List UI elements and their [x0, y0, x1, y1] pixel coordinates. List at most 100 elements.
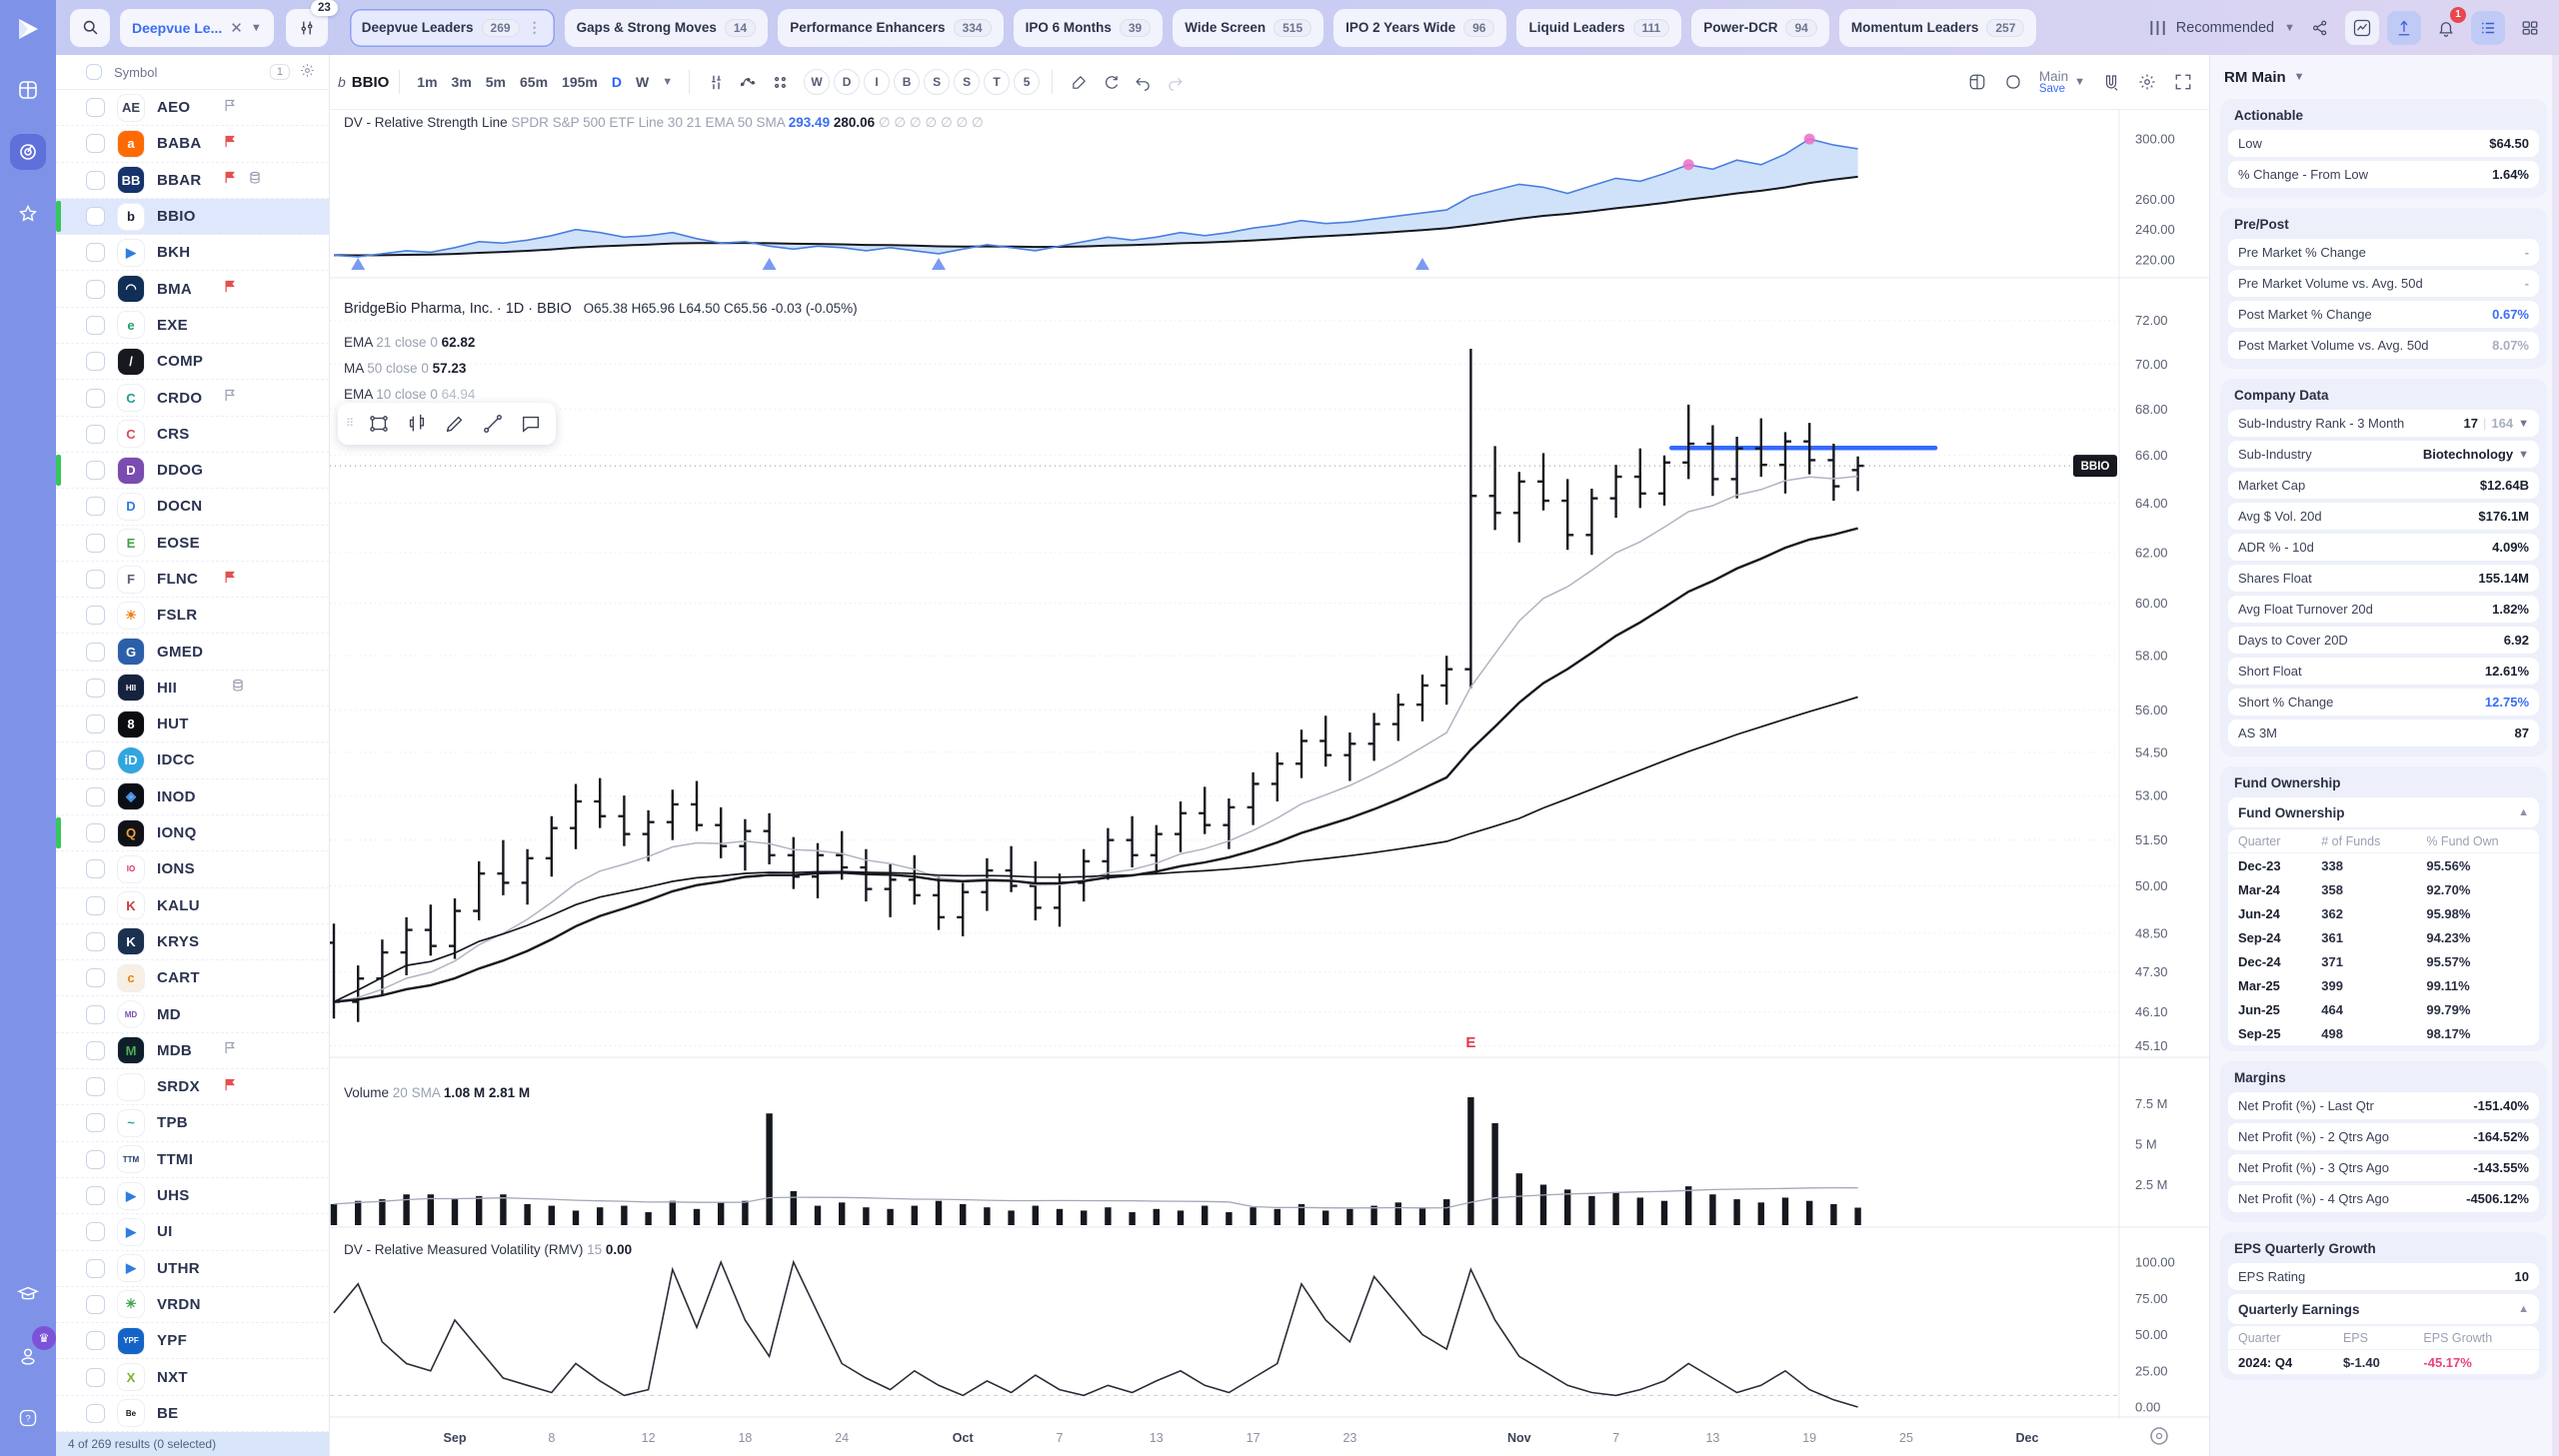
tab-wide-screen[interactable]: Wide Screen 515 — [1173, 8, 1324, 47]
data-row[interactable]: Low $64.50 — [2228, 130, 2539, 157]
symbol-row-ttmi[interactable]: TTM TTMI — [56, 1142, 329, 1178]
chevron-up-icon[interactable]: ▲ — [2518, 806, 2529, 818]
chart-symbol[interactable]: BBIO — [351, 73, 390, 91]
red-flag-icon[interactable] — [223, 134, 238, 154]
symbol-row-flnc[interactable]: F FLNC — [56, 562, 329, 599]
data-row[interactable]: Short % Change 12.75% — [2228, 689, 2539, 716]
search-button[interactable] — [70, 8, 110, 47]
symbol-checkbox[interactable] — [86, 315, 105, 335]
list-view-icon[interactable] — [2471, 10, 2505, 45]
pattern-tool-icon[interactable] — [400, 409, 434, 439]
table-row[interactable]: Sep-24 361 94.23% — [2228, 925, 2539, 949]
screener-target-icon[interactable] — [10, 134, 46, 170]
data-row[interactable]: Avg Float Turnover 20d 1.82% — [2228, 596, 2539, 623]
tab-performance-enhancers[interactable]: Performance Enhancers 334 — [778, 8, 1004, 47]
symbol-row-bkh[interactable]: ▶ BKH — [56, 235, 329, 272]
data-row[interactable]: Post Market Volume vs. Avg. 50d 8.07% — [2228, 332, 2539, 359]
symbol-checkbox[interactable] — [86, 1367, 105, 1387]
symbol-row-gmed[interactable]: G GMED — [56, 634, 329, 671]
table-row[interactable]: Mar-25 399 99.11% — [2228, 973, 2539, 997]
symbol-row-ionq[interactable]: Q IONQ — [56, 815, 329, 852]
data-row[interactable]: EPS Rating 10 — [2228, 1263, 2539, 1290]
fullscreen-icon[interactable] — [2167, 66, 2199, 98]
quick-button-s-5[interactable]: S — [954, 69, 981, 95]
symbol-row-bbio[interactable]: b BBIO — [56, 198, 329, 236]
symbol-checkbox[interactable] — [86, 279, 105, 299]
undo-icon[interactable] — [1127, 66, 1159, 98]
favorites-star-icon[interactable] — [10, 196, 46, 232]
quick-button-d-1[interactable]: D — [834, 69, 861, 95]
symbol-row-be[interactable]: Be BE — [56, 1396, 329, 1432]
shape-layout-icon[interactable] — [1997, 66, 2029, 98]
quick-button-w-0[interactable]: W — [804, 69, 831, 95]
chevron-down-icon[interactable]: ▼ — [2518, 448, 2529, 461]
symbol-checkbox[interactable] — [86, 1040, 105, 1060]
countdown-timer-icon[interactable] — [2150, 1427, 2168, 1445]
table-row[interactable]: Dec-24 371 95.57% — [2228, 949, 2539, 973]
chevron-up-icon[interactable]: ▲ — [2518, 1303, 2529, 1315]
symbol-row-crs[interactable]: C CRS — [56, 417, 329, 453]
symbol-checkbox[interactable] — [86, 678, 105, 698]
symbol-checkbox[interactable] — [86, 1004, 105, 1024]
tab-gaps-strong-moves[interactable]: Gaps & Strong Moves 14 — [564, 8, 769, 47]
chevron-down-icon[interactable]: ▼ — [2518, 417, 2529, 430]
timeframe-3m[interactable]: 3m — [451, 74, 472, 90]
symbol-checkbox[interactable] — [86, 931, 105, 951]
comment-tool-icon[interactable] — [514, 409, 548, 439]
data-row[interactable]: Pre Market % Change - — [2228, 239, 2539, 266]
symbol-row-comp[interactable]: / COMP — [56, 344, 329, 381]
quick-button-5-7[interactable]: 5 — [1014, 69, 1041, 95]
symbol-row-cart[interactable]: c CART — [56, 960, 329, 997]
app-logo[interactable] — [11, 12, 45, 46]
table-row[interactable]: Mar-24 358 92.70% — [2228, 877, 2539, 901]
select-all-checkbox[interactable] — [86, 64, 102, 80]
symbol-checkbox[interactable] — [86, 243, 105, 263]
red-flag-icon[interactable] — [223, 170, 238, 190]
symbol-checkbox[interactable] — [86, 1294, 105, 1314]
symbol-row-vrdn[interactable]: ✳ VRDN — [56, 1287, 329, 1324]
gray-flag-icon[interactable] — [223, 1040, 238, 1060]
symbol-row-baba[interactable]: a BABA — [56, 126, 329, 163]
symbol-checkbox[interactable] — [86, 1222, 105, 1242]
symbol-legend[interactable]: BridgeBio Pharma, Inc. · 1D · BBIO O65.3… — [344, 301, 858, 317]
symbol-row-ions[interactable]: IO IONS — [56, 851, 329, 888]
symbol-checkbox[interactable] — [86, 388, 105, 408]
symbol-row-bma[interactable]: ◠ BMA — [56, 271, 329, 308]
panel-layout-icon[interactable] — [1961, 66, 1993, 98]
symbol-checkbox[interactable] — [86, 715, 105, 734]
symbol-checkbox[interactable] — [86, 1149, 105, 1169]
earnings-marker[interactable]: E — [1465, 1034, 1475, 1051]
data-row[interactable]: Avg $ Vol. 20d $176.1M — [2228, 503, 2539, 530]
rectangle-tool-icon[interactable] — [362, 409, 396, 439]
symbol-checkbox[interactable] — [86, 497, 105, 517]
screener-select-chip[interactable]: Deepvue Le... ✕ ▼ — [120, 8, 274, 47]
symbol-row-nxt[interactable]: X NXT — [56, 1359, 329, 1396]
ema21-legend[interactable]: EMA 21 close 0 62.82 — [344, 335, 476, 350]
gray-flag-icon[interactable] — [223, 98, 238, 118]
symbol-row-aeo[interactable]: AE AEO — [56, 90, 329, 127]
tab-deepvue-leaders[interactable]: Deepvue Leaders 269 ⋮ — [349, 8, 555, 47]
symbol-checkbox[interactable] — [86, 1186, 105, 1206]
quick-button-t-6[interactable]: T — [984, 69, 1011, 95]
highlighter-tool-icon[interactable] — [438, 409, 472, 439]
timeframe-d[interactable]: D — [611, 74, 622, 90]
symbol-row-md[interactable]: MD MD — [56, 996, 329, 1033]
symbol-checkbox[interactable] — [86, 170, 105, 190]
layout-grid-icon[interactable] — [10, 72, 46, 108]
symbol-checkbox[interactable] — [86, 1258, 105, 1278]
symbol-row-exe[interactable]: e EXE — [56, 308, 329, 345]
columns-icon[interactable]: ||| — [2149, 19, 2168, 36]
data-panel-header[interactable]: RM Main ▼ — [2210, 55, 2559, 99]
ma50-legend[interactable]: MA 50 close 0 57.23 — [344, 361, 467, 376]
symbol-row-mdb[interactable]: M MDB — [56, 1033, 329, 1070]
symbol-checkbox[interactable] — [86, 606, 105, 626]
quick-button-b-3[interactable]: B — [894, 69, 921, 95]
grid-view-icon[interactable] — [2513, 11, 2547, 45]
symbol-row-docn[interactable]: D DOCN — [56, 489, 329, 526]
red-flag-icon[interactable] — [223, 279, 238, 299]
symbol-row-eose[interactable]: E EOSE — [56, 526, 329, 562]
data-row[interactable]: Net Profit (%) - 4 Qtrs Ago -4506.12% — [2228, 1185, 2539, 1212]
indicators-curve-icon[interactable] — [732, 66, 764, 98]
symbol-checkbox[interactable] — [86, 207, 105, 227]
share-icon[interactable] — [2303, 11, 2337, 45]
